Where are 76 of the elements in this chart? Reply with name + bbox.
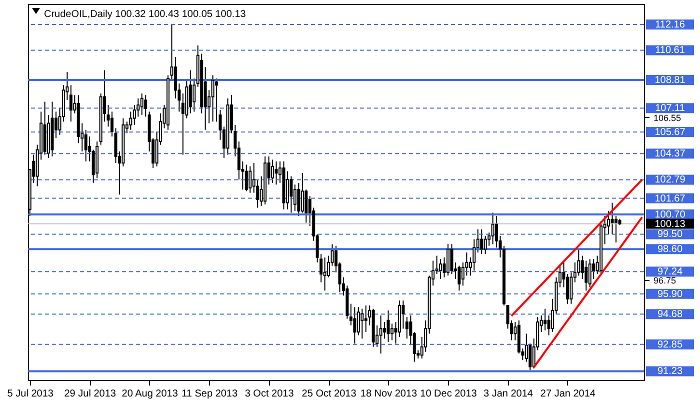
candlestick: [405, 316, 408, 340]
candlestick: [446, 244, 450, 276]
candlestick: [323, 256, 326, 292]
x-tick-label: 29 Jul 2013: [64, 388, 116, 400]
candlestick: [274, 160, 278, 186]
ref-line-label: 98.60: [657, 244, 683, 256]
ref-line-label: 100.13: [654, 218, 686, 230]
ref-line-label: 112.16: [655, 20, 686, 31]
text: CrudeOIL,Daily 100.32 100.43 100.05 100.13: [44, 9, 246, 20]
candlestick: [360, 308, 364, 340]
candlestick: [588, 258, 592, 288]
x-tick-label: 10 Dec 2013: [420, 388, 478, 400]
ref-line-label: 104.37: [654, 148, 686, 160]
ref-line-label: 99.50: [657, 229, 683, 240]
x-tick-label: 27 Jan 2014: [540, 388, 596, 400]
candlestick: [290, 176, 293, 214]
candlestick: [614, 216, 618, 244]
candlestick: [248, 166, 252, 194]
candlestick: [271, 159, 274, 184]
ref-line-label: 110.61: [655, 45, 686, 56]
candlestick: [439, 258, 442, 280]
candlestick: [472, 238, 476, 272]
candlestick: [215, 78, 218, 122]
x-tick-label: 11 Sep 2013: [182, 388, 238, 400]
candlestick: [379, 314, 382, 354]
candlestick: [353, 306, 356, 344]
ref-line-label: 94.68: [657, 309, 683, 320]
candlestick: [390, 323, 394, 341]
x-tick-label: 3 Oct 2013: [244, 388, 294, 400]
candlestick: [140, 92, 144, 116]
candlestick: [458, 265, 461, 292]
candlestick: [566, 273, 569, 304]
y-tick-label: 106.55: [654, 112, 682, 123]
candlestick: [297, 182, 300, 217]
candlestick: [383, 322, 386, 340]
ref-line-label: 91.23: [657, 366, 683, 378]
candlestick: [286, 170, 289, 210]
ref-line-label: 100.70: [654, 209, 686, 220]
candlestick: [480, 228, 484, 255]
candlestick: [356, 306, 360, 336]
line-series: [532, 216, 644, 368]
candlestick: [244, 164, 248, 192]
candlestick: [450, 244, 454, 274]
ref-line-label: 107.11: [655, 103, 686, 114]
ref-line-label: 108.81: [654, 75, 686, 86]
ref-line-label: 102.79: [654, 174, 686, 186]
candlestick: [188, 70, 192, 114]
candlestick: [69, 84, 72, 122]
candlestick: [84, 129, 88, 162]
candlestick: [192, 78, 196, 112]
candlestick: [495, 216, 498, 248]
x-tick-label: 20 Aug 2013: [122, 388, 178, 400]
candlestick: [584, 260, 588, 292]
candlestick: [570, 272, 573, 304]
candlestick: [491, 212, 494, 245]
candlestick: [211, 74, 214, 122]
ref-line-label: 95.90: [657, 288, 683, 300]
candlestick: [144, 94, 148, 118]
x-tick-label: 3 Jan 2014: [483, 388, 534, 400]
candlestick: [402, 300, 405, 330]
candlestick: [300, 172, 304, 214]
x-tick-label: 25 Oct 2013: [302, 388, 357, 400]
candlestick: [544, 308, 547, 331]
ref-line-label: 97.24: [657, 266, 683, 278]
x-tick-label: 5 Jul 2013: [7, 388, 54, 400]
x-tick-label: 18 Nov 2013: [360, 388, 418, 400]
candlestick: [484, 235, 487, 255]
candlestick: [364, 304, 368, 332]
y-tick-label: 96.75: [654, 275, 676, 286]
candlestick: [610, 202, 614, 235]
ref-line-label: 101.67: [654, 193, 686, 204]
ref-line-label: 105.67: [654, 127, 686, 138]
candlestick: [386, 310, 390, 342]
ref-line-label: 92.85: [657, 339, 683, 350]
line-series: [510, 178, 644, 317]
candlestick: [129, 111, 132, 130]
